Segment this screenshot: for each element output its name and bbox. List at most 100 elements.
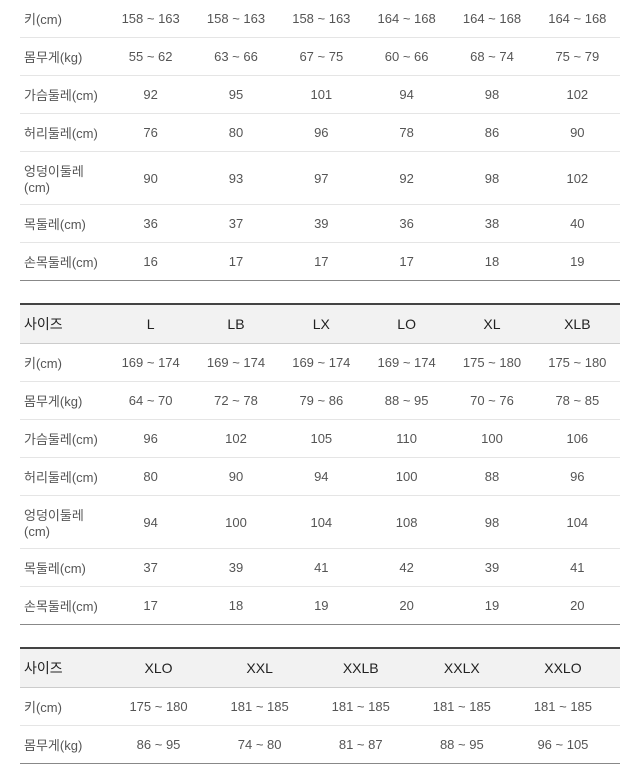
cell-value: 102 <box>535 76 620 114</box>
table-row: 몸무게(kg)86 ~ 9574 ~ 8081 ~ 8788 ~ 9596 ~ … <box>20 726 620 764</box>
row-label-waist: 허리둘레(cm) <box>20 114 108 152</box>
cell-value: 20 <box>364 587 449 625</box>
cell-value: 95 <box>193 76 278 114</box>
cell-value: 175 ~ 180 <box>535 344 620 382</box>
table-row: 목둘레(cm)373941423941 <box>20 549 620 587</box>
cell-value: 18 <box>449 243 534 281</box>
table-row: 키(cm)175 ~ 180181 ~ 185181 ~ 185181 ~ 18… <box>20 688 620 726</box>
cell-value: 90 <box>535 114 620 152</box>
row-label-weight: 몸무게(kg) <box>20 382 108 420</box>
cell-value: 100 <box>364 458 449 496</box>
cell-value: 158 ~ 163 <box>279 0 364 38</box>
cell-value: 86 ~ 95 <box>108 726 209 764</box>
cell-value: 96 <box>535 458 620 496</box>
row-label-neck: 목둘레(cm) <box>20 205 108 243</box>
table-row: 허리둘레(cm)768096788690 <box>20 114 620 152</box>
cell-value: 106 <box>535 420 620 458</box>
size-table-2: 사이즈LLBLXLOXLXLB 키(cm)169 ~ 174169 ~ 1741… <box>20 303 620 625</box>
cell-value: 17 <box>279 243 364 281</box>
col-header-size-value: XXLB <box>310 648 411 688</box>
cell-value: 169 ~ 174 <box>279 344 364 382</box>
row-label-height: 키(cm) <box>20 344 108 382</box>
cell-value: 97 <box>279 152 364 205</box>
cell-value: 164 ~ 168 <box>449 0 534 38</box>
cell-value: 110 <box>364 420 449 458</box>
cell-value: 39 <box>279 205 364 243</box>
table-row: 허리둘레(cm)8090941008896 <box>20 458 620 496</box>
cell-value: 74 ~ 80 <box>209 726 310 764</box>
col-header-size-value: L <box>108 304 193 344</box>
cell-value: 18 <box>193 587 278 625</box>
cell-value: 37 <box>193 205 278 243</box>
cell-value: 94 <box>364 76 449 114</box>
cell-value: 64 ~ 70 <box>108 382 193 420</box>
col-header-size-value: XL <box>449 304 534 344</box>
table-row: 엉덩이둘레(cm)9410010410898104 <box>20 496 620 549</box>
cell-value: 86 <box>449 114 534 152</box>
cell-value: 169 ~ 174 <box>108 344 193 382</box>
cell-value: 80 <box>108 458 193 496</box>
row-label-hip: 엉덩이둘레(cm) <box>20 152 108 205</box>
table-row: 키(cm)158 ~ 163158 ~ 163158 ~ 163164 ~ 16… <box>20 0 620 38</box>
size-table-3-body: 키(cm)175 ~ 180181 ~ 185181 ~ 185181 ~ 18… <box>20 688 620 764</box>
col-header-size-value: XLO <box>108 648 209 688</box>
cell-value: 96 <box>279 114 364 152</box>
cell-value: 36 <box>108 205 193 243</box>
cell-value: 90 <box>108 152 193 205</box>
cell-value: 96 ~ 105 <box>512 726 613 764</box>
cell-value: 75 ~ 79 <box>535 38 620 76</box>
row-label-chest: 가슴둘레(cm) <box>20 420 108 458</box>
cell-value: 55 ~ 62 <box>108 38 193 76</box>
cell-value: 104 <box>535 496 620 549</box>
row-label-waist: 허리둘레(cm) <box>20 458 108 496</box>
cell-value: 100 <box>193 496 278 549</box>
cell-value: 98 <box>449 76 534 114</box>
cell-value: 175 ~ 180 <box>449 344 534 382</box>
cell-value: 19 <box>279 587 364 625</box>
cell-value: 181 ~ 185 <box>411 688 512 726</box>
cell-value: 92 <box>364 152 449 205</box>
cell-value: 36 <box>364 205 449 243</box>
row-label-height: 키(cm) <box>20 0 108 38</box>
cell-value: 80 <box>193 114 278 152</box>
cell-value: 39 <box>193 549 278 587</box>
cell-value: 88 ~ 95 <box>364 382 449 420</box>
size-table-3: 사이즈XLOXXLXXLBXXLXXXLO 키(cm)175 ~ 180181 … <box>20 647 620 764</box>
col-header-size-value: XXL <box>209 648 310 688</box>
cell-value: 158 ~ 163 <box>193 0 278 38</box>
cell-value: 19 <box>449 587 534 625</box>
cell-value: 78 <box>364 114 449 152</box>
cell-value: 93 <box>193 152 278 205</box>
cell-value <box>613 726 620 764</box>
cell-value: 37 <box>108 549 193 587</box>
cell-value: 41 <box>535 549 620 587</box>
cell-value: 88 <box>449 458 534 496</box>
row-label-weight: 몸무게(kg) <box>20 38 108 76</box>
cell-value: 101 <box>279 76 364 114</box>
cell-value: 164 ~ 168 <box>535 0 620 38</box>
cell-value: 181 ~ 185 <box>310 688 411 726</box>
table-row: 가슴둘레(cm)92951019498102 <box>20 76 620 114</box>
cell-value <box>613 688 620 726</box>
cell-value: 90 <box>193 458 278 496</box>
cell-value: 98 <box>449 152 534 205</box>
cell-value: 41 <box>279 549 364 587</box>
col-header-size-value: LO <box>364 304 449 344</box>
col-header-size-value: XLB <box>535 304 620 344</box>
col-header-size-value: LX <box>279 304 364 344</box>
cell-value: 17 <box>193 243 278 281</box>
cell-value: 19 <box>535 243 620 281</box>
cell-value: 81 ~ 87 <box>310 726 411 764</box>
size-table-2-body: 키(cm)169 ~ 174169 ~ 174169 ~ 174169 ~ 17… <box>20 344 620 625</box>
row-label-neck: 목둘레(cm) <box>20 549 108 587</box>
cell-value: 104 <box>279 496 364 549</box>
cell-value: 78 ~ 85 <box>535 382 620 420</box>
cell-value: 105 <box>279 420 364 458</box>
cell-value: 100 <box>449 420 534 458</box>
cell-value: 42 <box>364 549 449 587</box>
col-header-size-value <box>613 648 620 688</box>
cell-value: 94 <box>279 458 364 496</box>
cell-value: 98 <box>449 496 534 549</box>
row-label-wrist: 손목둘레(cm) <box>20 587 108 625</box>
row-label-chest: 가슴둘레(cm) <box>20 76 108 114</box>
